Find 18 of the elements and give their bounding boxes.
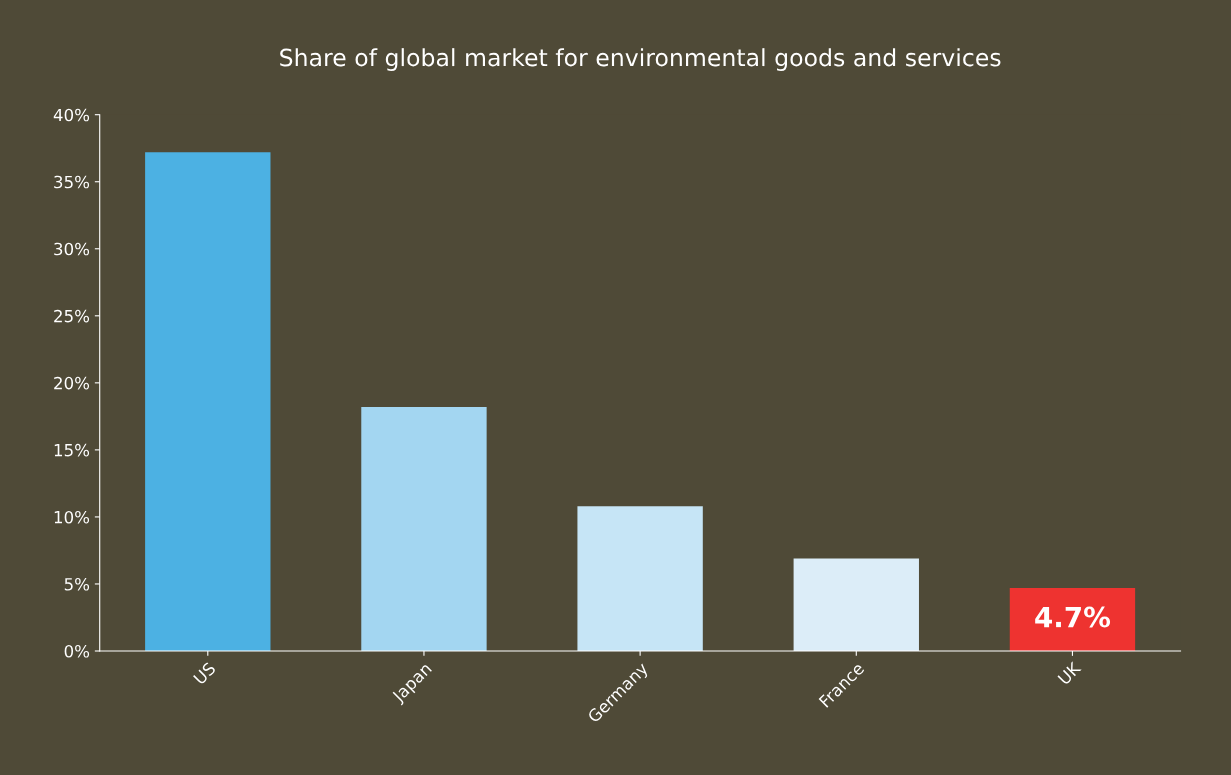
bar <box>577 506 703 651</box>
y-tick-label: 0% <box>64 644 90 658</box>
y-tick-label: 40% <box>53 108 90 122</box>
y-tick-label: 20% <box>54 376 90 390</box>
x-tick-label: US <box>192 661 217 685</box>
data-label: 4.7% <box>1035 606 1111 628</box>
x-tick-label: UK <box>1057 660 1082 686</box>
y-tick-label: 30% <box>54 242 90 256</box>
bar <box>145 152 271 651</box>
bar <box>361 406 487 651</box>
bar <box>1009 587 1136 651</box>
chart-title: Share of global market for environmental goods and services <box>280 48 1001 71</box>
y-tick-label: 5% <box>64 577 90 591</box>
y-tick-label: 35% <box>54 175 90 189</box>
bar <box>793 558 919 651</box>
y-tick-label: 10% <box>54 510 90 524</box>
y-tick-label: 25% <box>54 309 90 323</box>
y-tick-label: 15% <box>54 443 90 457</box>
